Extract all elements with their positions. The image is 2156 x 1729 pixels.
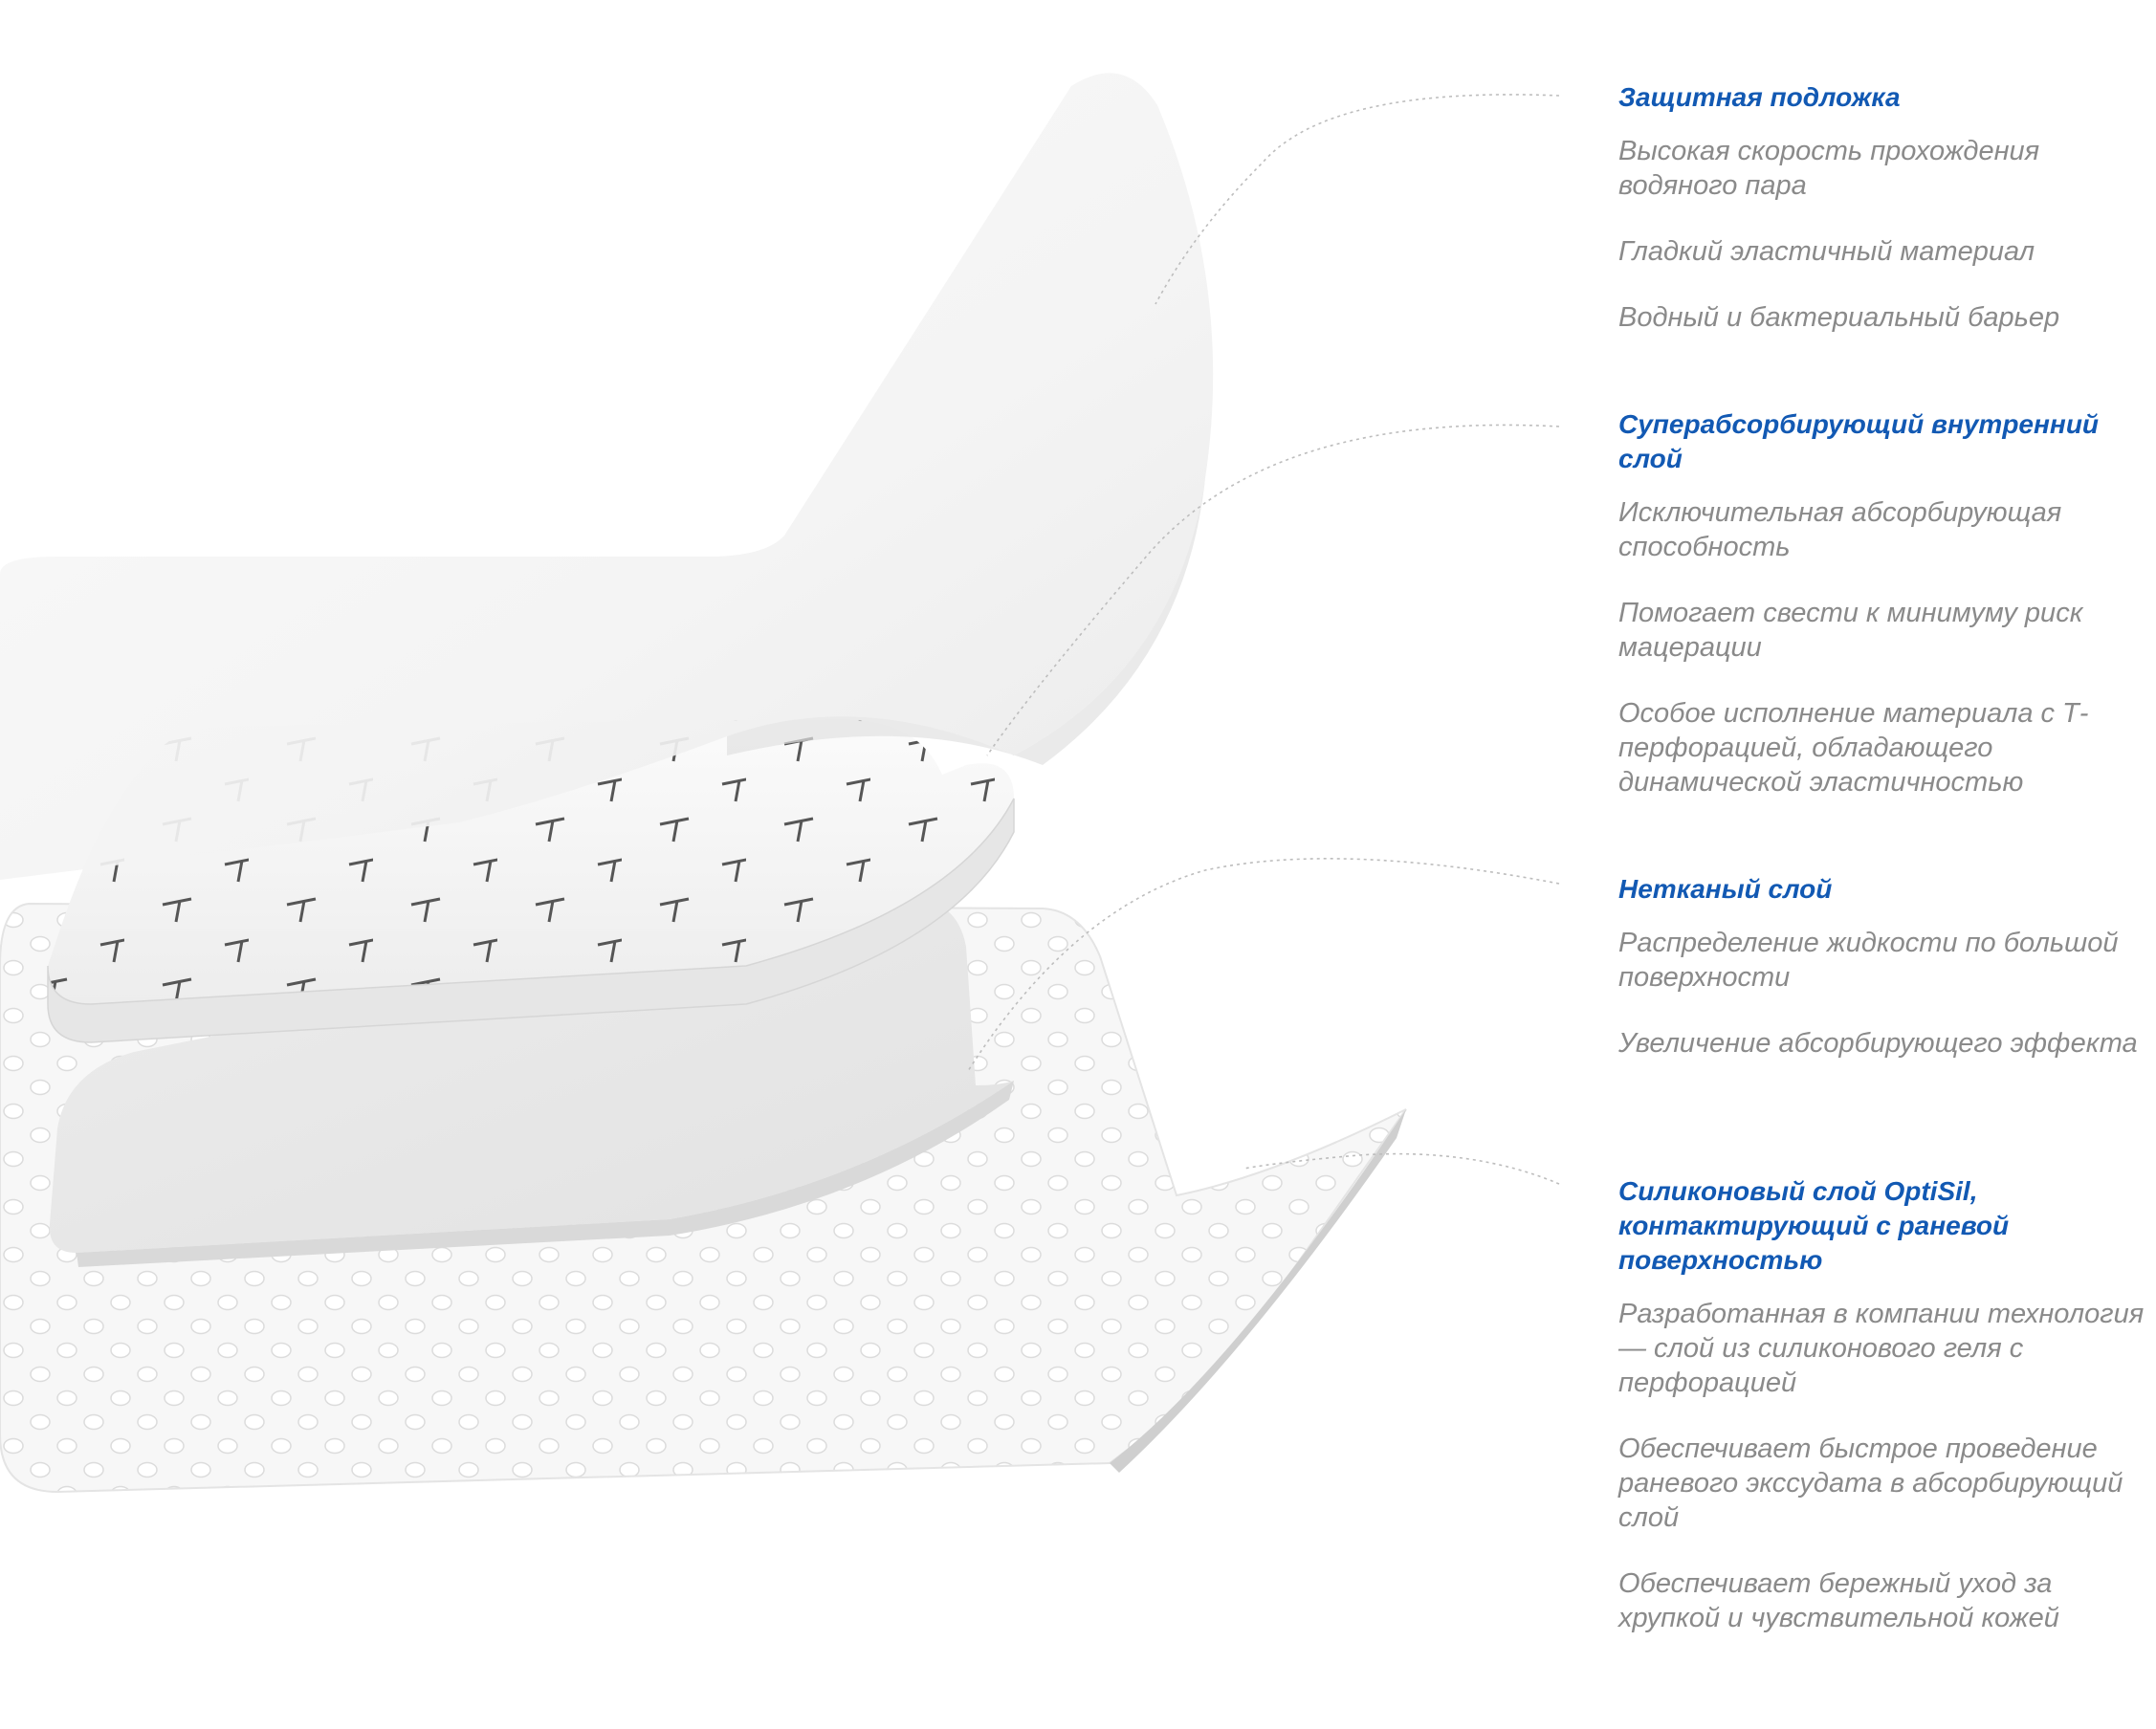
layer-block-nonwoven: Нетканый слой Распределение жидкости по … <box>1618 872 2154 1092</box>
layer-point: Увеличение абсорбирующего эффекта <box>1618 1028 2138 1059</box>
layer-block-silicone: Силиконовый слой OptiSil, контактирующий… <box>1618 1174 2154 1667</box>
leader-line-superabsorbent <box>986 424 1560 756</box>
layer-point: Разработанная в компании технология — сл… <box>1618 1299 2145 1398</box>
layer-point: Водный и бактериальный барьер <box>1618 302 2060 333</box>
layer-point: Обеспечивает быстрое проведение раневого… <box>1618 1434 2123 1533</box>
layer-title-backing: Защитная подложка <box>1618 82 1901 112</box>
leader-lines <box>967 94 1560 1185</box>
backing-layer-graphic <box>0 73 1214 880</box>
layer-point: Исключительная абсорбирующая способность <box>1618 497 2062 562</box>
layer-point: Особое исполнение материала с Т-перфорац… <box>1618 698 2089 798</box>
layer-point: Высокая скорость прохождения водяного па… <box>1618 136 2040 201</box>
layer-block-superabsorbent: Суперабсорбирующий внутренний слой Исклю… <box>1618 407 2154 831</box>
leader-line-nonwoven <box>967 858 1560 1072</box>
dressing-layers-illustration <box>0 73 1560 1494</box>
layer-point: Помогает свести к минимуму риск мацераци… <box>1618 598 2083 663</box>
layer-point: Обеспечивает бережный уход за хрупкой и … <box>1618 1568 2059 1633</box>
layer-title-silicone: Силиконовый слой OptiSil, контактирующий… <box>1618 1176 2010 1275</box>
layer-title-nonwoven: Нетканый слой <box>1618 874 1833 904</box>
layer-point: Гладкий эластичный материал <box>1618 236 2035 267</box>
leader-line-silicone <box>1243 1152 1560 1185</box>
layer-block-backing: Защитная подложка Высокая скорость прохо… <box>1618 80 2154 366</box>
layer-title-superabsorbent: Суперабсорбирующий внутренний слой <box>1618 409 2100 473</box>
layer-point: Распределение жидкости по большой поверх… <box>1618 928 2119 993</box>
leader-line-backing <box>1155 94 1560 305</box>
